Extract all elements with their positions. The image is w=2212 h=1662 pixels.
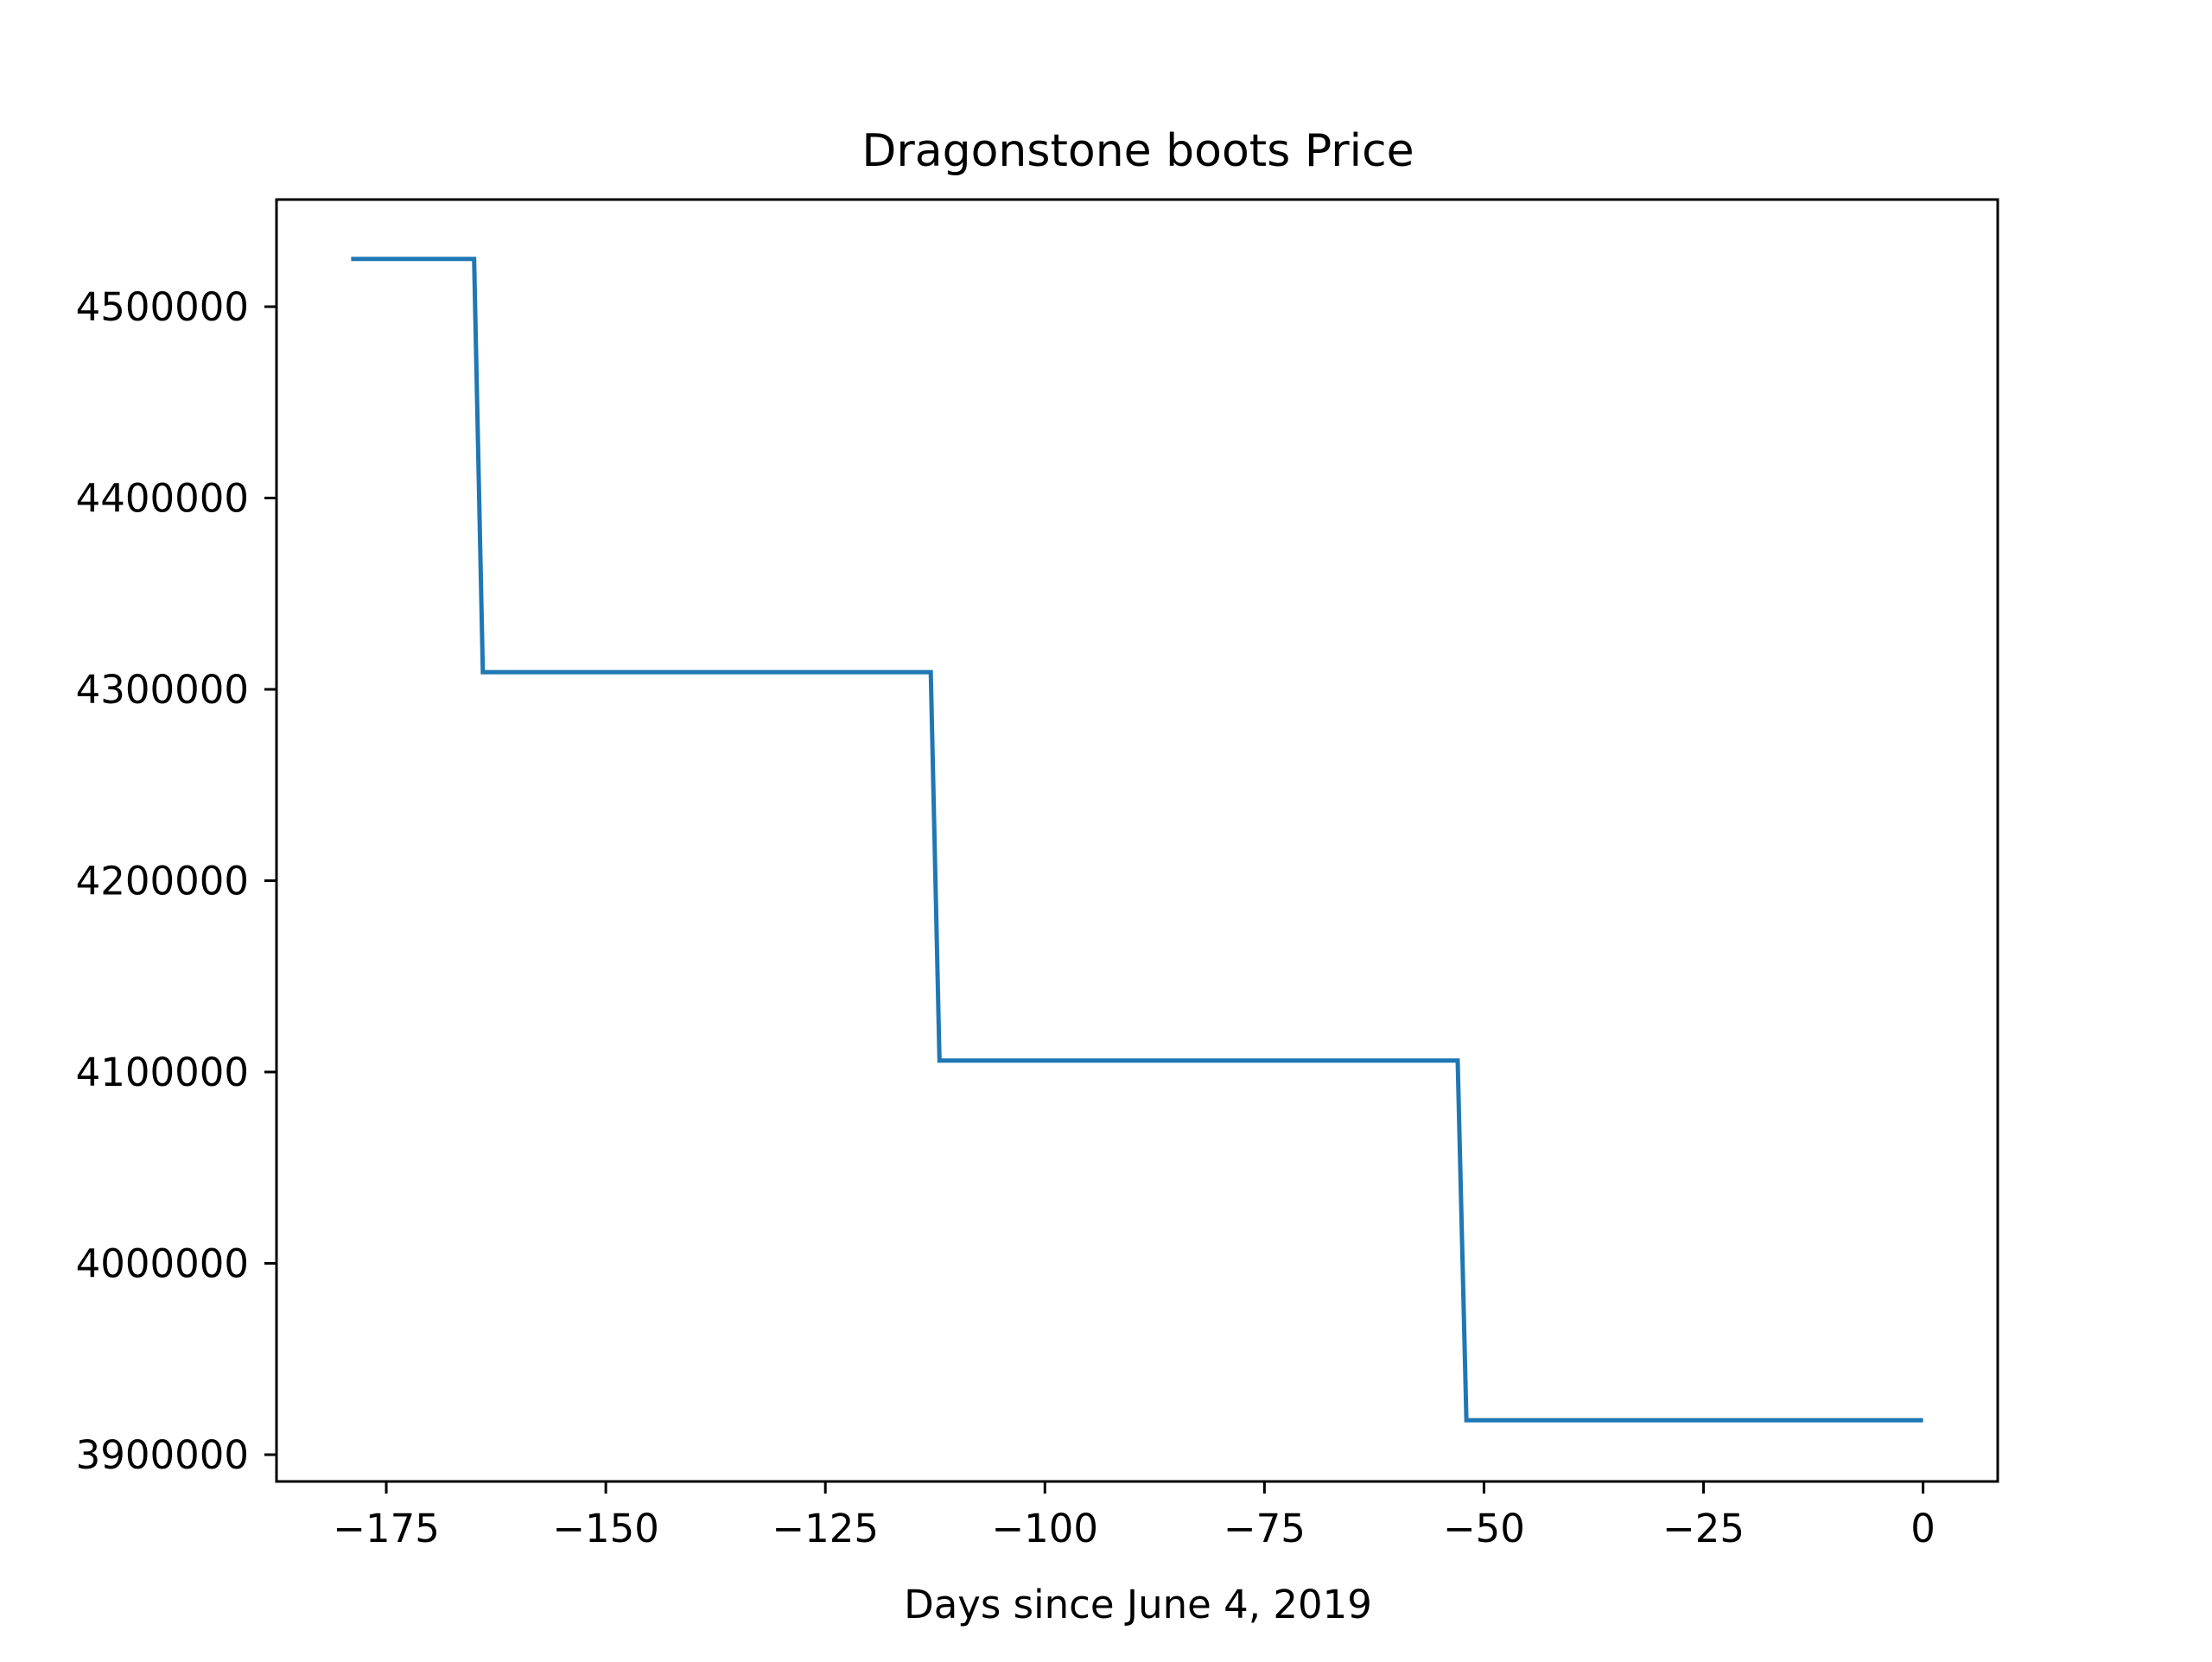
y-tick-label: 4300000 — [76, 667, 249, 713]
y-tick-label: 4000000 — [76, 1240, 249, 1286]
x-tick-label: −50 — [1443, 1506, 1525, 1551]
y-tick-label: 4200000 — [76, 859, 249, 904]
x-tick-label: −175 — [333, 1506, 440, 1551]
x-axis-label: Days since June 4, 2019 — [904, 1582, 1372, 1627]
x-tick-label: −25 — [1662, 1506, 1745, 1551]
x-tick-label: −150 — [552, 1506, 659, 1551]
x-tick-label: 0 — [1910, 1506, 1936, 1551]
y-tick-label: 3900000 — [76, 1432, 249, 1478]
y-tick-label: 4100000 — [76, 1050, 249, 1095]
plot-frame — [275, 198, 1999, 1483]
y-axis-ticks: 3900000 4000000 4100000 4200000 4300000 44000… — [76, 284, 276, 1478]
chart-title: Dragonstone boots Price — [861, 125, 1414, 177]
x-tick-label: −100 — [991, 1506, 1098, 1551]
x-tick-label: −75 — [1224, 1506, 1306, 1551]
x-tick-label: −125 — [772, 1506, 879, 1551]
series-layer — [351, 257, 1923, 1423]
x-axis-ticks: −175 −150 −125 −100 −75 −50 −25 0 — [333, 1481, 1936, 1551]
series-line — [351, 257, 1923, 1423]
y-tick-label: 4400000 — [76, 476, 249, 522]
y-tick-label: 4500000 — [76, 284, 249, 330]
